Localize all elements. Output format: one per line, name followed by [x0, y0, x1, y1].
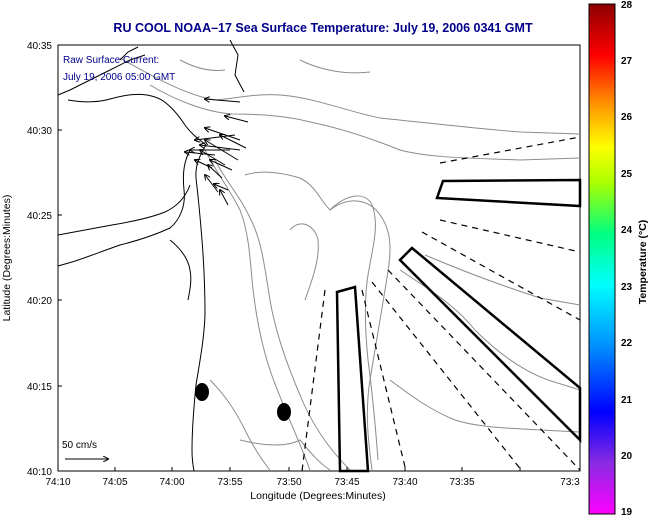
colorbar-tick-label: 20 [621, 451, 633, 462]
colorbar-tick-label: 23 [621, 282, 633, 293]
x-tick-label: 73:35 [449, 477, 474, 488]
colorbar-tick-label: 27 [621, 56, 633, 67]
x-axis-label: Longitude (Degrees:Minutes) [250, 490, 385, 502]
bathymetry-contours [119, 57, 581, 471]
scale-label: 50 cm/s [62, 440, 97, 451]
colorbar-tick-label: 19 [621, 507, 633, 518]
coastline [57, 39, 245, 472]
station-marker-2 [277, 403, 291, 421]
map-title: RU COOL NOAA–17 Sea Surface Temperature:… [113, 21, 533, 35]
colorbar-ticks: 28 27 26 25 24 23 22 21 20 19 [621, 0, 633, 518]
y-tick-label: 40:30 [27, 126, 52, 137]
dashed-transects [301, 136, 581, 472]
x-tick-label: 73:50 [276, 477, 301, 488]
y-tick-label: 40:15 [27, 382, 52, 393]
y-tick-labels: 40:35 40:30 40:25 40:20 40:15 40:10 [27, 41, 52, 478]
plot-area: Raw Surface Current: July 19, 2006 05:00… [57, 39, 582, 473]
current-label: Raw Surface Current: [63, 55, 159, 66]
y-axis-label: Latitude (Degrees:Minutes) [1, 195, 13, 322]
x-tick-labels: 74:10 74:05 74:00 73:55 73:50 73:45 73:4… [45, 477, 580, 488]
x-tick-label: 73:55 [217, 477, 242, 488]
colorbar-gradient [588, 3, 616, 515]
y-tick-label: 40:25 [27, 211, 52, 222]
colorbar-tick-label: 24 [621, 225, 633, 236]
colorbar: 28 27 26 25 24 23 22 21 20 19 Temperatur… [588, 0, 649, 518]
colorbar-tick-label: 25 [621, 169, 633, 180]
colorbar-tick-label: 28 [621, 0, 633, 11]
current-timestamp: July 19, 2006 05:00 GMT [63, 72, 175, 83]
y-tick-label: 40:20 [27, 296, 52, 307]
sampling-boxes [335, 178, 582, 473]
x-tick-label: 74:00 [159, 477, 184, 488]
x-tick-label: 74:10 [45, 477, 70, 488]
colorbar-label: Temperature (°C) [637, 220, 649, 305]
x-tick-label: 73:45 [334, 477, 359, 488]
current-vectors [185, 99, 249, 206]
colorbar-tick-label: 21 [621, 395, 633, 406]
y-tick-label: 40:10 [27, 467, 52, 478]
station-marker-1 [195, 383, 209, 401]
y-tick-label: 40:35 [27, 41, 52, 52]
x-tick-label: 73:40 [392, 477, 417, 488]
axis-ticks [57, 44, 521, 472]
colorbar-tick-label: 26 [621, 112, 633, 123]
colorbar-tick-label: 22 [621, 338, 633, 349]
x-tick-label: 74:05 [102, 477, 127, 488]
x-tick-label: 73:3 [560, 477, 580, 488]
